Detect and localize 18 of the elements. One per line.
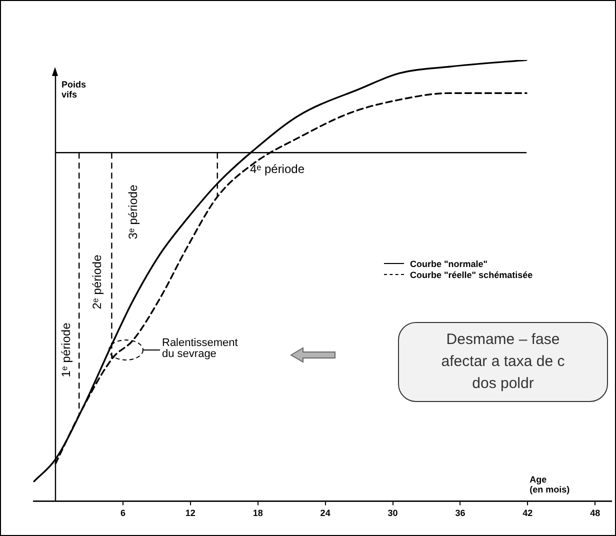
- annotation: 4ᵉ période: [250, 162, 304, 176]
- x-tick-label: 6: [120, 508, 126, 518]
- x-tick-label: 24: [320, 508, 330, 518]
- x-tick-label: 36: [455, 508, 466, 518]
- annotation: 2ᵉ période: [90, 254, 104, 310]
- note-box: Desmame – fase afectar a taxa de c dos poldr: [398, 322, 608, 402]
- x-tick-label: 42: [522, 508, 533, 518]
- x-tick-label: 12: [185, 508, 196, 518]
- x-tick-label: 18: [252, 508, 263, 518]
- annotation: 3ᵉ période: [126, 184, 140, 240]
- y-axis-title: Poids vifs: [61, 79, 86, 100]
- x-axis-title: Age (en mois): [530, 474, 570, 495]
- legend-label: Courbe "réelle" schématisée: [410, 270, 533, 280]
- x-tick-label: 48: [590, 508, 600, 518]
- annotation: Ralentissement du sevrage: [162, 337, 238, 360]
- x-tick-label: 30: [388, 508, 398, 518]
- legend-label: Courbe "normale": [410, 258, 488, 268]
- annotation: 1ᵉ période: [59, 322, 73, 378]
